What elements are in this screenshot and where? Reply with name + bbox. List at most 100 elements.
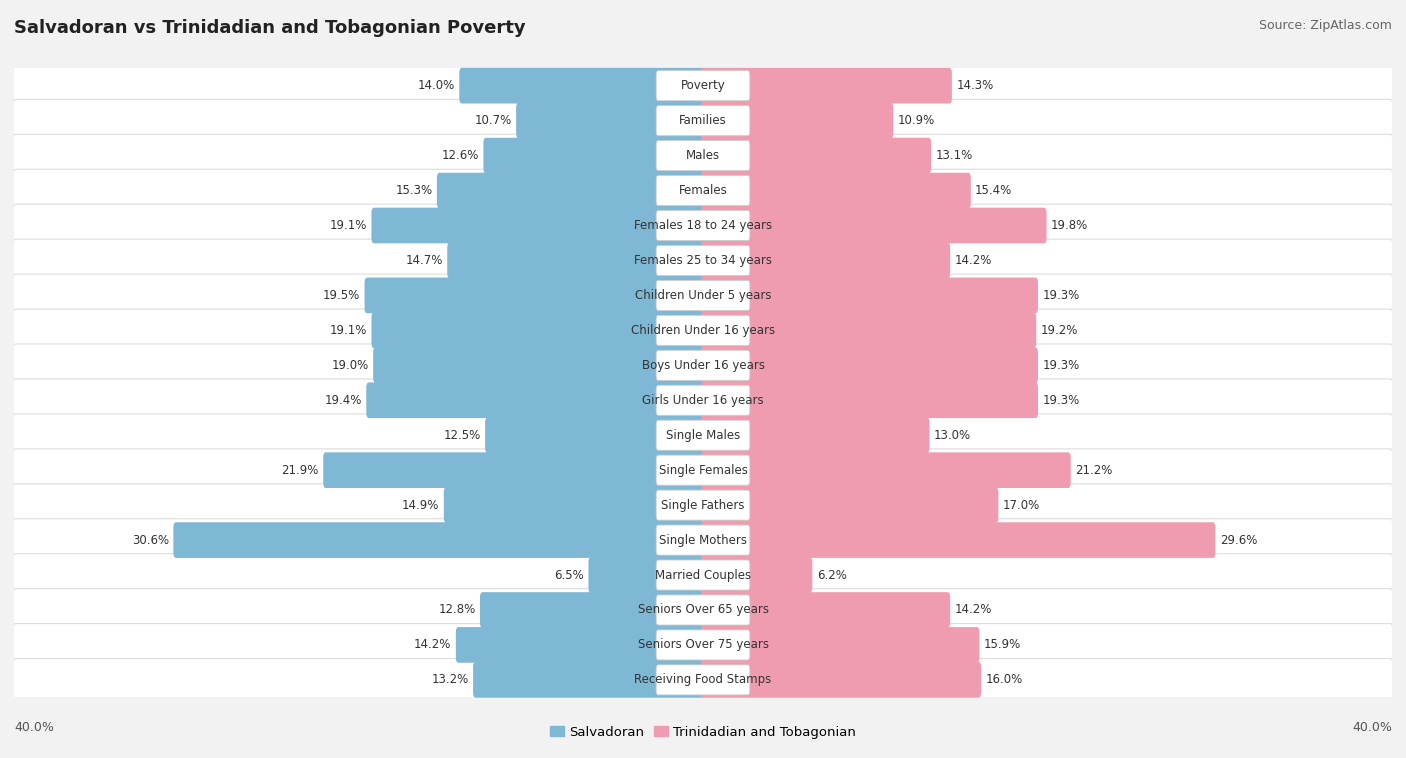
FancyBboxPatch shape (13, 309, 1393, 352)
Text: Females: Females (679, 184, 727, 197)
FancyBboxPatch shape (700, 522, 1215, 558)
FancyBboxPatch shape (657, 70, 749, 101)
FancyBboxPatch shape (657, 211, 749, 240)
FancyBboxPatch shape (371, 312, 706, 348)
Text: 14.9%: 14.9% (402, 499, 440, 512)
Legend: Salvadoran, Trinidadian and Tobagonian: Salvadoran, Trinidadian and Tobagonian (546, 720, 860, 744)
Text: Families: Families (679, 114, 727, 127)
FancyBboxPatch shape (657, 490, 749, 520)
Text: Single Females: Single Females (658, 464, 748, 477)
FancyBboxPatch shape (657, 385, 749, 415)
Text: Females 18 to 24 years: Females 18 to 24 years (634, 219, 772, 232)
Text: 19.8%: 19.8% (1050, 219, 1088, 232)
FancyBboxPatch shape (700, 243, 950, 278)
FancyBboxPatch shape (700, 453, 1071, 488)
Text: 14.7%: 14.7% (405, 254, 443, 267)
FancyBboxPatch shape (472, 662, 706, 697)
FancyBboxPatch shape (13, 414, 1393, 456)
FancyBboxPatch shape (657, 525, 749, 555)
FancyBboxPatch shape (456, 627, 706, 662)
Text: 6.2%: 6.2% (817, 568, 846, 581)
FancyBboxPatch shape (13, 204, 1393, 247)
Text: 15.3%: 15.3% (395, 184, 433, 197)
Text: 14.2%: 14.2% (415, 638, 451, 651)
FancyBboxPatch shape (13, 518, 1393, 562)
Text: 29.6%: 29.6% (1219, 534, 1257, 547)
FancyBboxPatch shape (364, 277, 706, 313)
FancyBboxPatch shape (700, 662, 981, 697)
FancyBboxPatch shape (484, 138, 706, 174)
FancyBboxPatch shape (13, 484, 1393, 527)
Text: 19.3%: 19.3% (1042, 289, 1080, 302)
Text: 14.2%: 14.2% (955, 254, 991, 267)
FancyBboxPatch shape (589, 557, 706, 593)
FancyBboxPatch shape (657, 350, 749, 381)
FancyBboxPatch shape (447, 243, 706, 278)
FancyBboxPatch shape (657, 140, 749, 171)
FancyBboxPatch shape (444, 487, 706, 523)
FancyBboxPatch shape (657, 455, 749, 485)
Text: Boys Under 16 years: Boys Under 16 years (641, 359, 765, 372)
Text: 19.3%: 19.3% (1042, 359, 1080, 372)
FancyBboxPatch shape (373, 347, 706, 383)
FancyBboxPatch shape (13, 659, 1393, 701)
Text: 17.0%: 17.0% (1002, 499, 1040, 512)
FancyBboxPatch shape (516, 103, 706, 139)
FancyBboxPatch shape (657, 665, 749, 695)
Text: 6.5%: 6.5% (554, 568, 583, 581)
FancyBboxPatch shape (460, 68, 706, 104)
FancyBboxPatch shape (13, 99, 1393, 142)
Text: 12.5%: 12.5% (443, 429, 481, 442)
FancyBboxPatch shape (657, 176, 749, 205)
FancyBboxPatch shape (700, 557, 813, 593)
Text: 14.2%: 14.2% (955, 603, 991, 616)
Text: Children Under 16 years: Children Under 16 years (631, 324, 775, 337)
Text: 19.1%: 19.1% (330, 324, 367, 337)
FancyBboxPatch shape (700, 173, 970, 208)
FancyBboxPatch shape (700, 277, 1038, 313)
Text: 19.0%: 19.0% (332, 359, 368, 372)
FancyBboxPatch shape (657, 246, 749, 275)
Text: 12.6%: 12.6% (441, 149, 479, 162)
FancyBboxPatch shape (13, 64, 1393, 107)
Text: Source: ZipAtlas.com: Source: ZipAtlas.com (1258, 19, 1392, 32)
FancyBboxPatch shape (323, 453, 706, 488)
FancyBboxPatch shape (13, 449, 1393, 491)
Text: Males: Males (686, 149, 720, 162)
FancyBboxPatch shape (657, 280, 749, 311)
Text: 10.7%: 10.7% (475, 114, 512, 127)
FancyBboxPatch shape (13, 624, 1393, 666)
Text: Receiving Food Stamps: Receiving Food Stamps (634, 673, 772, 687)
FancyBboxPatch shape (173, 522, 706, 558)
Text: Seniors Over 65 years: Seniors Over 65 years (637, 603, 769, 616)
FancyBboxPatch shape (437, 173, 706, 208)
FancyBboxPatch shape (700, 312, 1036, 348)
Text: 14.3%: 14.3% (956, 79, 994, 92)
Text: 15.9%: 15.9% (984, 638, 1021, 651)
FancyBboxPatch shape (13, 169, 1393, 212)
FancyBboxPatch shape (657, 595, 749, 625)
Text: 30.6%: 30.6% (132, 534, 169, 547)
Text: 13.0%: 13.0% (934, 429, 972, 442)
FancyBboxPatch shape (700, 487, 998, 523)
FancyBboxPatch shape (367, 383, 706, 418)
Text: Single Fathers: Single Fathers (661, 499, 745, 512)
FancyBboxPatch shape (13, 553, 1393, 597)
Text: 13.1%: 13.1% (935, 149, 973, 162)
FancyBboxPatch shape (657, 105, 749, 136)
FancyBboxPatch shape (657, 630, 749, 660)
Text: Females 25 to 34 years: Females 25 to 34 years (634, 254, 772, 267)
FancyBboxPatch shape (700, 138, 931, 174)
FancyBboxPatch shape (13, 344, 1393, 387)
Text: Children Under 5 years: Children Under 5 years (634, 289, 772, 302)
FancyBboxPatch shape (13, 134, 1393, 177)
Text: 12.8%: 12.8% (439, 603, 475, 616)
FancyBboxPatch shape (700, 208, 1046, 243)
Text: 19.2%: 19.2% (1040, 324, 1078, 337)
Text: Married Couples: Married Couples (655, 568, 751, 581)
FancyBboxPatch shape (13, 239, 1393, 282)
FancyBboxPatch shape (371, 208, 706, 243)
Text: 10.9%: 10.9% (897, 114, 935, 127)
FancyBboxPatch shape (700, 418, 929, 453)
Text: 19.3%: 19.3% (1042, 393, 1080, 407)
